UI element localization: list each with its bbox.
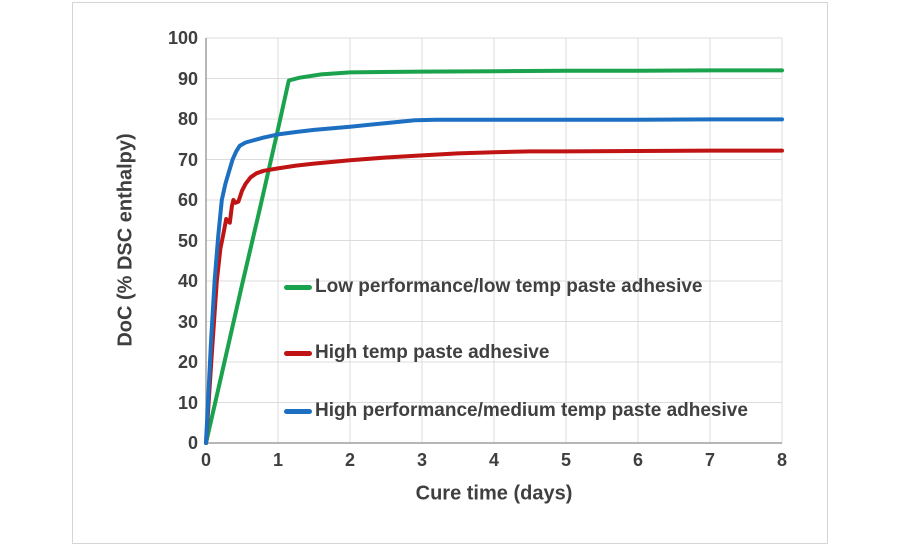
x-tick-label: 6 <box>632 450 643 470</box>
y-tick-label: 60 <box>177 190 198 210</box>
x-tick-label: 2 <box>344 450 355 470</box>
y-tick-label: 10 <box>177 392 198 413</box>
x-tick-label: 1 <box>272 450 283 470</box>
y-tick-label: 70 <box>177 149 198 170</box>
x-tick-label: 0 <box>200 450 211 470</box>
x-tick-label: 5 <box>560 450 571 470</box>
series-line-2 <box>204 117 784 445</box>
x-tick-label: 4 <box>488 450 499 470</box>
x-tick-label: 7 <box>704 450 715 470</box>
y-axis-title: DoC (% DSC enthalpy) <box>114 133 137 347</box>
y-tick-label: 20 <box>177 352 198 372</box>
legend-item-low-performance: Low performance/low temp paste adhesive <box>284 276 703 298</box>
legend-label: High temp paste adhesive <box>315 342 550 363</box>
chart-frame <box>72 2 828 544</box>
y-tick-label: 90 <box>177 68 198 89</box>
y-tick-label: 0 <box>187 433 198 453</box>
legend-item-high-performance: High performance/medium temp paste adhes… <box>284 400 748 422</box>
series-line-1 <box>204 148 784 445</box>
legend-swatch-blue <box>284 408 312 414</box>
x-tick-label: 3 <box>416 450 427 470</box>
y-tick-label: 50 <box>177 230 198 251</box>
y-tick-label: 100 <box>167 28 198 48</box>
y-tick-label: 80 <box>177 109 198 129</box>
legend-swatch-red <box>284 350 312 356</box>
y-tick-label: 30 <box>177 311 198 332</box>
legend-label: Low performance/low temp paste adhesive <box>315 276 703 297</box>
x-axis-title: Cure time (days) <box>415 482 573 505</box>
x-tick-label: 8 <box>776 450 787 470</box>
legend-label: High performance/medium temp paste adhes… <box>315 400 748 421</box>
y-tick-label: 40 <box>177 271 198 291</box>
legend-swatch-green <box>284 284 312 290</box>
series-line-0 <box>204 68 784 445</box>
legend-item-high-temp: High temp paste adhesive <box>284 342 549 364</box>
